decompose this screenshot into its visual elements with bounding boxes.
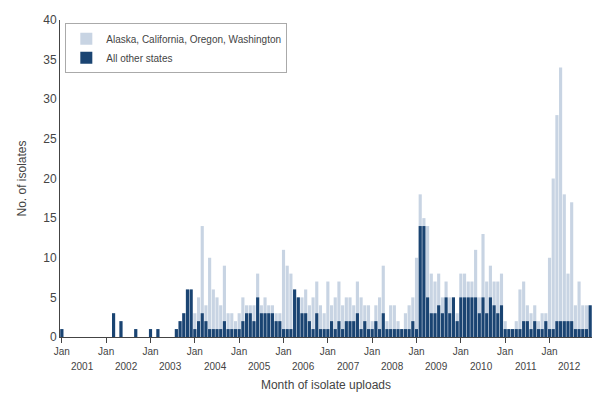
svg-text:30: 30 [43,92,57,106]
svg-text:2009: 2009 [425,361,448,372]
svg-text:20: 20 [43,172,57,186]
svg-text:Jan: Jan [408,346,424,357]
svg-text:Jan: Jan [320,346,336,357]
svg-text:Jan: Jan [187,346,203,357]
svg-text:Jan: Jan [275,346,291,357]
svg-text:Jan: Jan [541,346,557,357]
svg-text:No. of isolates: No. of isolates [15,140,29,216]
svg-text:10: 10 [43,251,57,265]
svg-text:Jan: Jan [231,346,247,357]
svg-text:2006: 2006 [292,361,315,372]
svg-text:2010: 2010 [470,361,493,372]
svg-text:Jan: Jan [453,346,469,357]
svg-text:25: 25 [43,132,57,146]
svg-text:2004: 2004 [204,361,227,372]
svg-text:2005: 2005 [248,361,271,372]
svg-text:2008: 2008 [381,361,404,372]
svg-text:2003: 2003 [159,361,182,372]
svg-text:Jan: Jan [54,346,70,357]
svg-text:2012: 2012 [558,361,581,372]
svg-text:2002: 2002 [115,361,138,372]
svg-text:Month of isolate uploads: Month of isolate uploads [261,378,391,392]
svg-text:40: 40 [43,13,57,27]
svg-text:Jan: Jan [497,346,513,357]
svg-text:2011: 2011 [515,361,537,372]
svg-text:35: 35 [43,53,57,67]
svg-text:2001: 2001 [71,361,94,372]
svg-text:15: 15 [43,211,57,225]
svg-text:Alaska, California, Oregon, Wa: Alaska, California, Oregon, Washington [106,34,281,45]
svg-text:Jan: Jan [98,346,114,357]
svg-text:2007: 2007 [337,361,360,372]
svg-text:Jan: Jan [364,346,380,357]
svg-text:All other states: All other states [106,53,172,64]
svg-text:5: 5 [50,291,57,305]
svg-text:Jan: Jan [142,346,158,357]
svg-text:0: 0 [50,330,57,344]
